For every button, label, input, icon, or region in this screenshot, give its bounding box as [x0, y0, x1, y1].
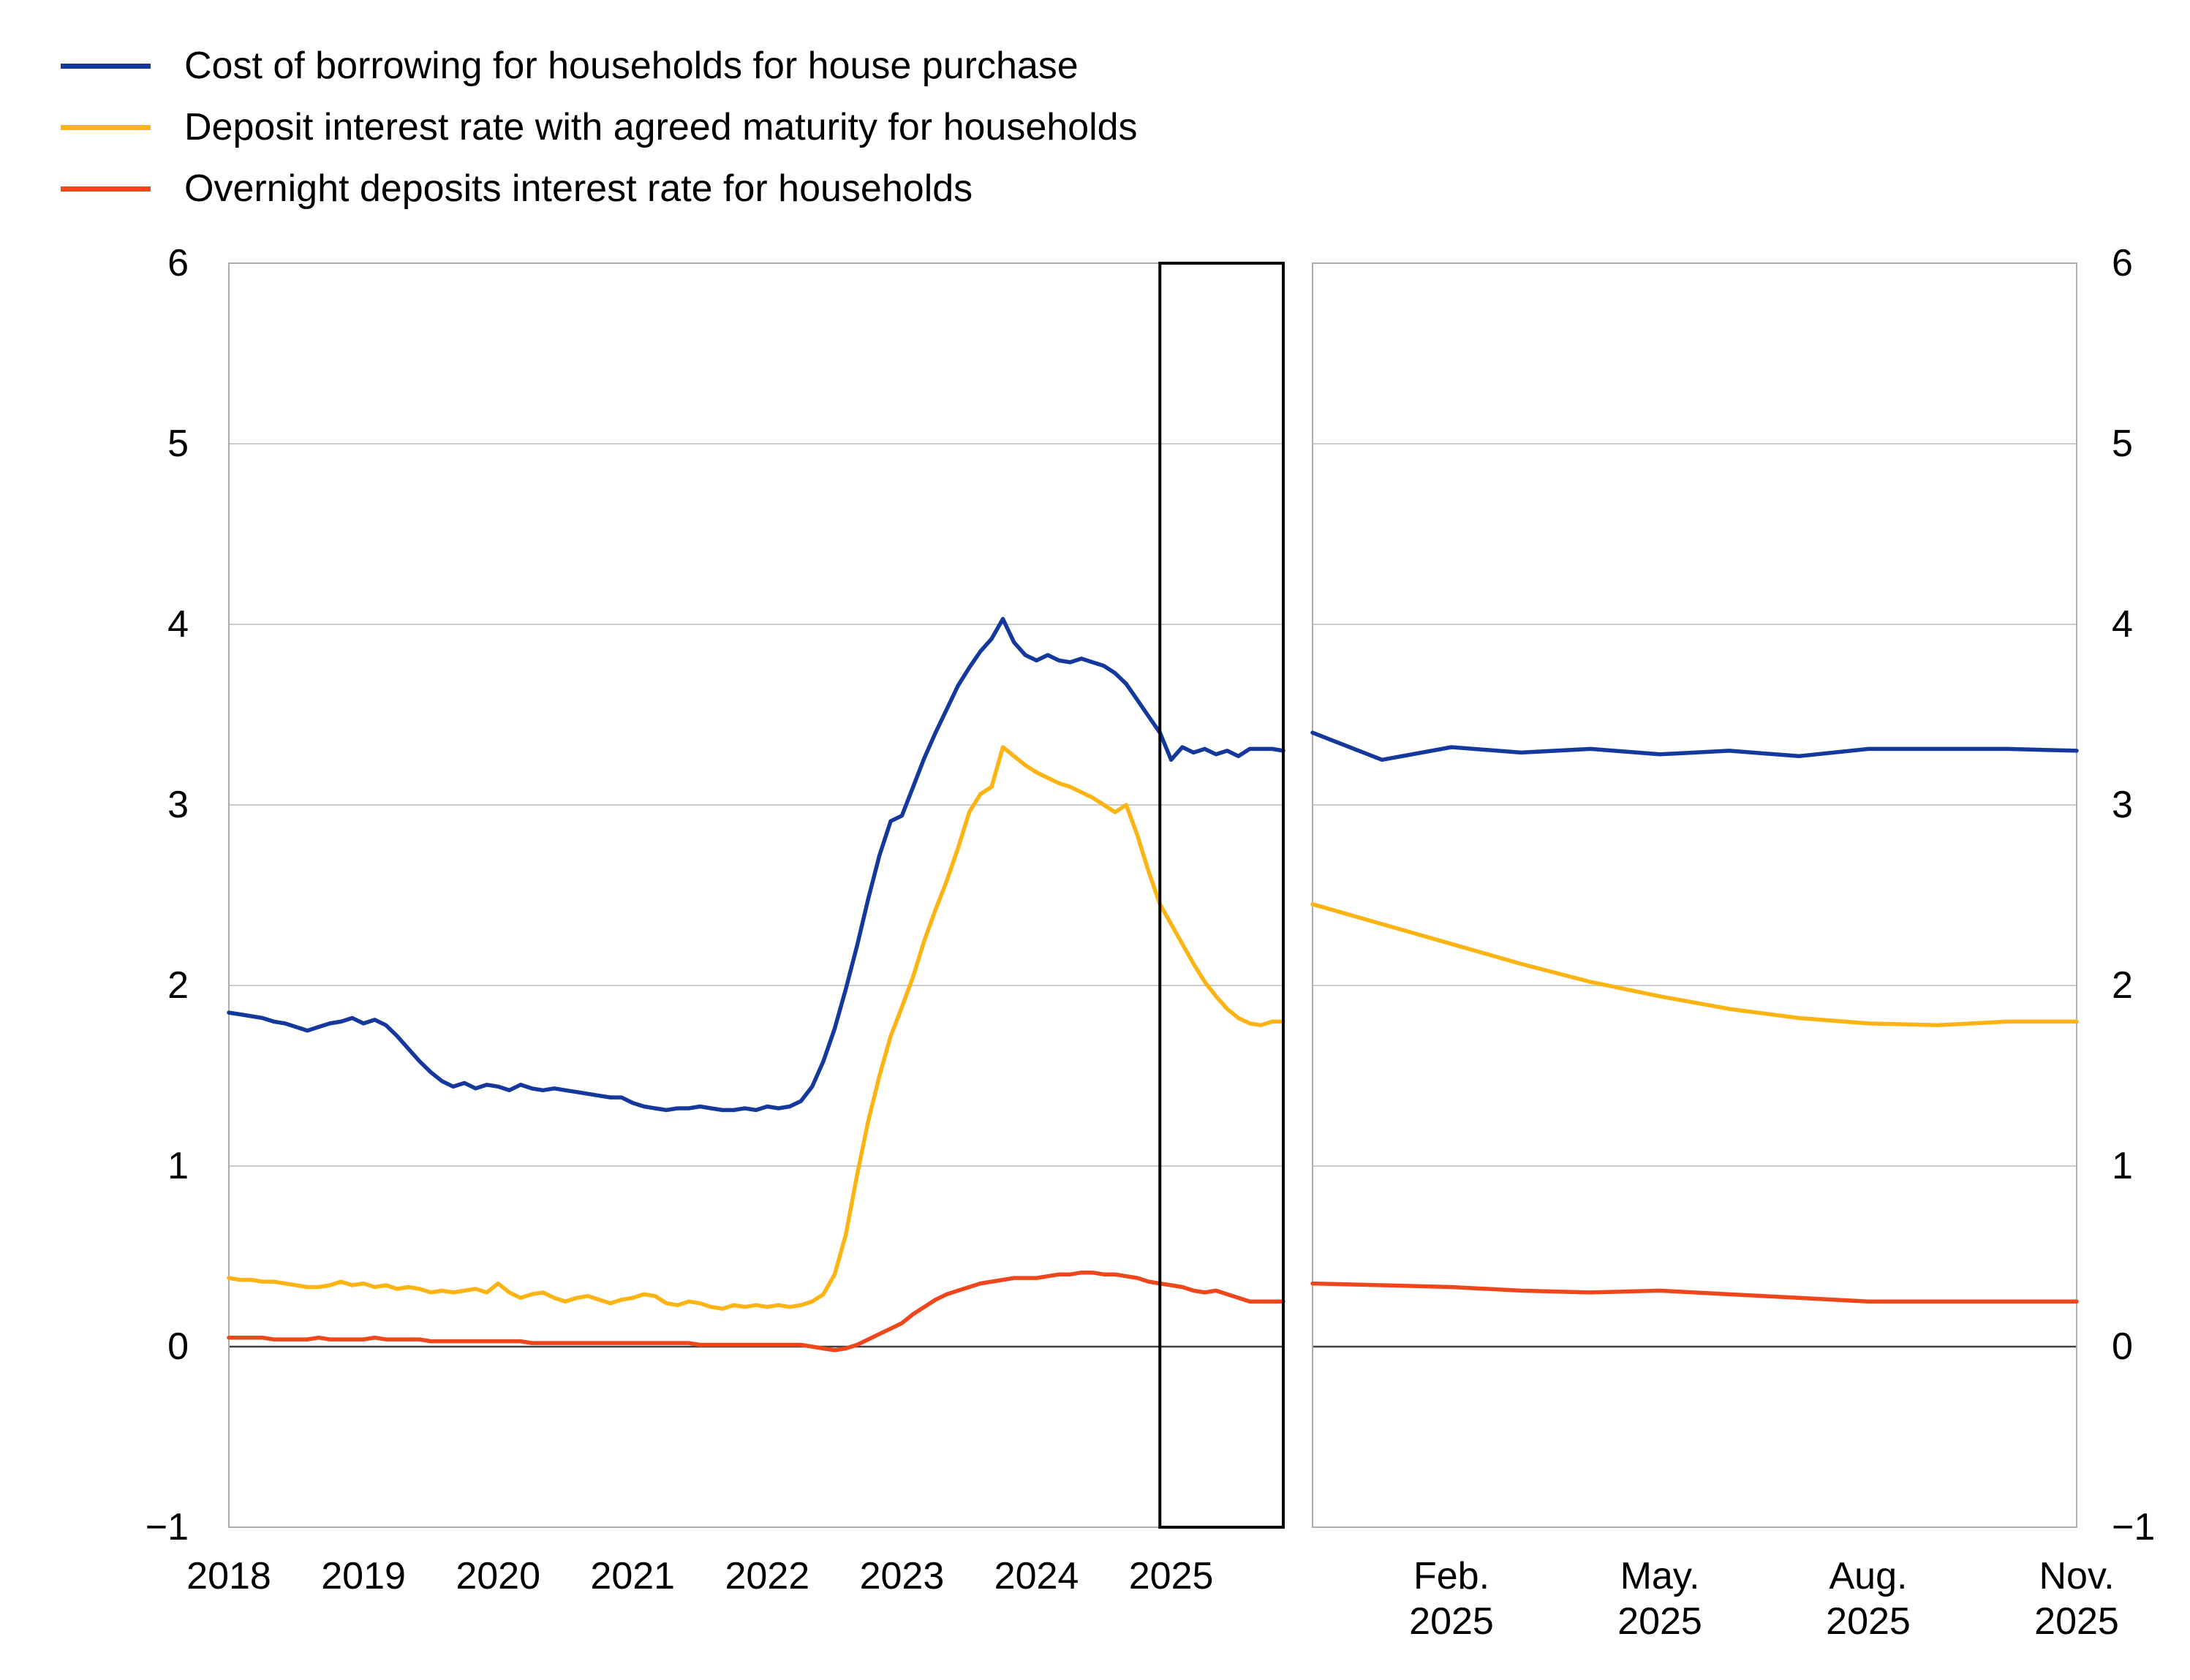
x-tick-label-month-top: Feb. — [1413, 1555, 1489, 1597]
y-tick-label-left: 2 — [167, 964, 189, 1007]
x-tick-label-year: 2025 — [1129, 1555, 1214, 1597]
y-tick-label-left: −1 — [146, 1506, 189, 1548]
x-tick-label-month-bottom: 2025 — [1409, 1600, 1494, 1643]
x-tick-label-year: 2018 — [186, 1555, 271, 1597]
legend-label: Deposit interest rate with agreed maturi… — [184, 106, 1138, 148]
highlight-box — [1158, 262, 1285, 1529]
legend-line-yellow-icon — [61, 124, 151, 130]
y-tick-label-left: 3 — [167, 784, 189, 826]
y-tick-label-right: 4 — [2112, 603, 2133, 646]
series-deposit_agreed_maturity-left-panel — [227, 745, 1285, 1311]
legend-label: Cost of borrowing for households for hou… — [184, 45, 1079, 87]
legend-item: Cost of borrowing for households for hou… — [61, 35, 1138, 97]
legend-line-blue-icon — [61, 63, 151, 69]
x-tick-label-month-top: Aug. — [1830, 1555, 1908, 1597]
y-tick-label-right: 2 — [2112, 964, 2133, 1007]
x-tick-label-year: 2020 — [456, 1555, 540, 1597]
legend-item: Deposit interest rate with agreed maturi… — [61, 97, 1138, 158]
y-tick-label-right: 3 — [2112, 784, 2133, 826]
x-tick-label-year: 2021 — [590, 1555, 675, 1597]
legend-line-orange-icon — [61, 186, 151, 192]
right-panel-border — [1312, 262, 2077, 1528]
series-overnight_deposits-left-panel — [227, 1270, 1285, 1352]
series-cost_of_borrowing-left-panel — [227, 616, 1285, 1113]
y-tick-label-right: 5 — [2112, 423, 2133, 465]
y-tick-label-left: 0 — [167, 1325, 189, 1368]
y-tick-label-right: −1 — [2112, 1506, 2155, 1548]
x-tick-label-year: 2024 — [994, 1555, 1079, 1597]
x-tick-label-year: 2023 — [860, 1555, 945, 1597]
legend-item: Overnight deposits interest rate for hou… — [61, 158, 1138, 219]
legend-label: Overnight deposits interest rate for hou… — [184, 167, 973, 210]
y-tick-label-left: 6 — [167, 242, 189, 284]
y-tick-label-left: 5 — [167, 423, 189, 465]
series-cost_of_borrowing-right-panel — [1310, 730, 2079, 763]
y-tick-label-right: 6 — [2112, 242, 2133, 284]
x-tick-label-year: 2019 — [321, 1555, 406, 1597]
x-tick-label-year: 2022 — [725, 1555, 809, 1597]
series-overnight_deposits-right-panel — [1310, 1281, 2079, 1304]
x-tick-label-month-bottom: 2025 — [1617, 1600, 1702, 1643]
x-tick-label-month-top: May. — [1620, 1555, 1700, 1597]
y-tick-label-right: 1 — [2112, 1145, 2133, 1187]
x-tick-label-month-bottom: 2025 — [2034, 1600, 2119, 1643]
y-tick-label-right: 0 — [2112, 1325, 2133, 1368]
y-tick-label-left: 4 — [167, 603, 189, 646]
legend: Cost of borrowing for households for hou… — [61, 35, 1138, 219]
x-tick-label-month-bottom: 2025 — [1826, 1600, 1911, 1643]
x-tick-label-month-top: Nov. — [2039, 1555, 2114, 1597]
series-deposit_agreed_maturity-right-panel — [1310, 902, 2079, 1028]
y-tick-label-left: 1 — [167, 1145, 189, 1187]
